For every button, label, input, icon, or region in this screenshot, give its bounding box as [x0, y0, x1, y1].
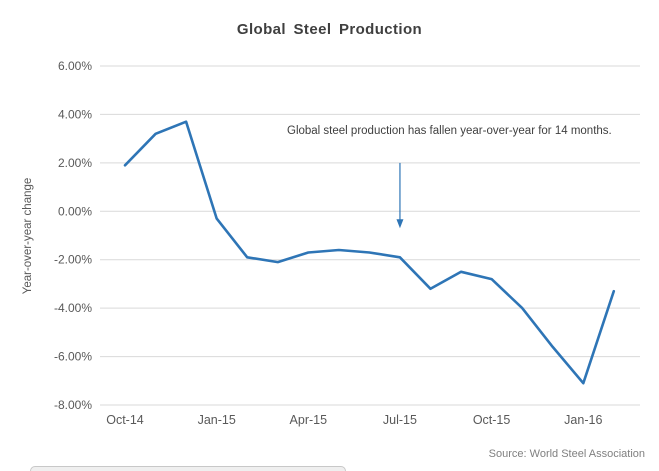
y-tick-label: 0.00%: [58, 204, 92, 218]
x-tick-label: Jan-16: [564, 413, 602, 427]
y-tick-label: 4.00%: [58, 107, 92, 121]
cropped-element-artifact: [30, 466, 346, 471]
y-tick-label: -6.00%: [54, 350, 92, 364]
y-tick-label: -4.00%: [54, 301, 92, 315]
source-text: Source: World Steel Association: [488, 448, 645, 460]
y-tick-label: 2.00%: [58, 156, 92, 170]
data-line: [123, 120, 616, 385]
y-tick-label: 6.00%: [58, 59, 92, 73]
y-tick-label: -2.00%: [54, 253, 92, 267]
x-tick-label: Jan-15: [198, 413, 236, 427]
x-tick-label: Jul-15: [383, 413, 417, 427]
annotation-arrowhead: [396, 219, 404, 229]
x-tick-label: Oct-15: [473, 413, 511, 427]
annotation-text: Global steel production has fallen year-…: [287, 125, 612, 137]
y-tick-label: -8.00%: [54, 398, 92, 412]
chart-title: Global Steel Production: [236, 21, 423, 38]
x-tick-label: Apr-15: [290, 413, 328, 427]
x-tick-label: Oct-14: [106, 413, 144, 427]
